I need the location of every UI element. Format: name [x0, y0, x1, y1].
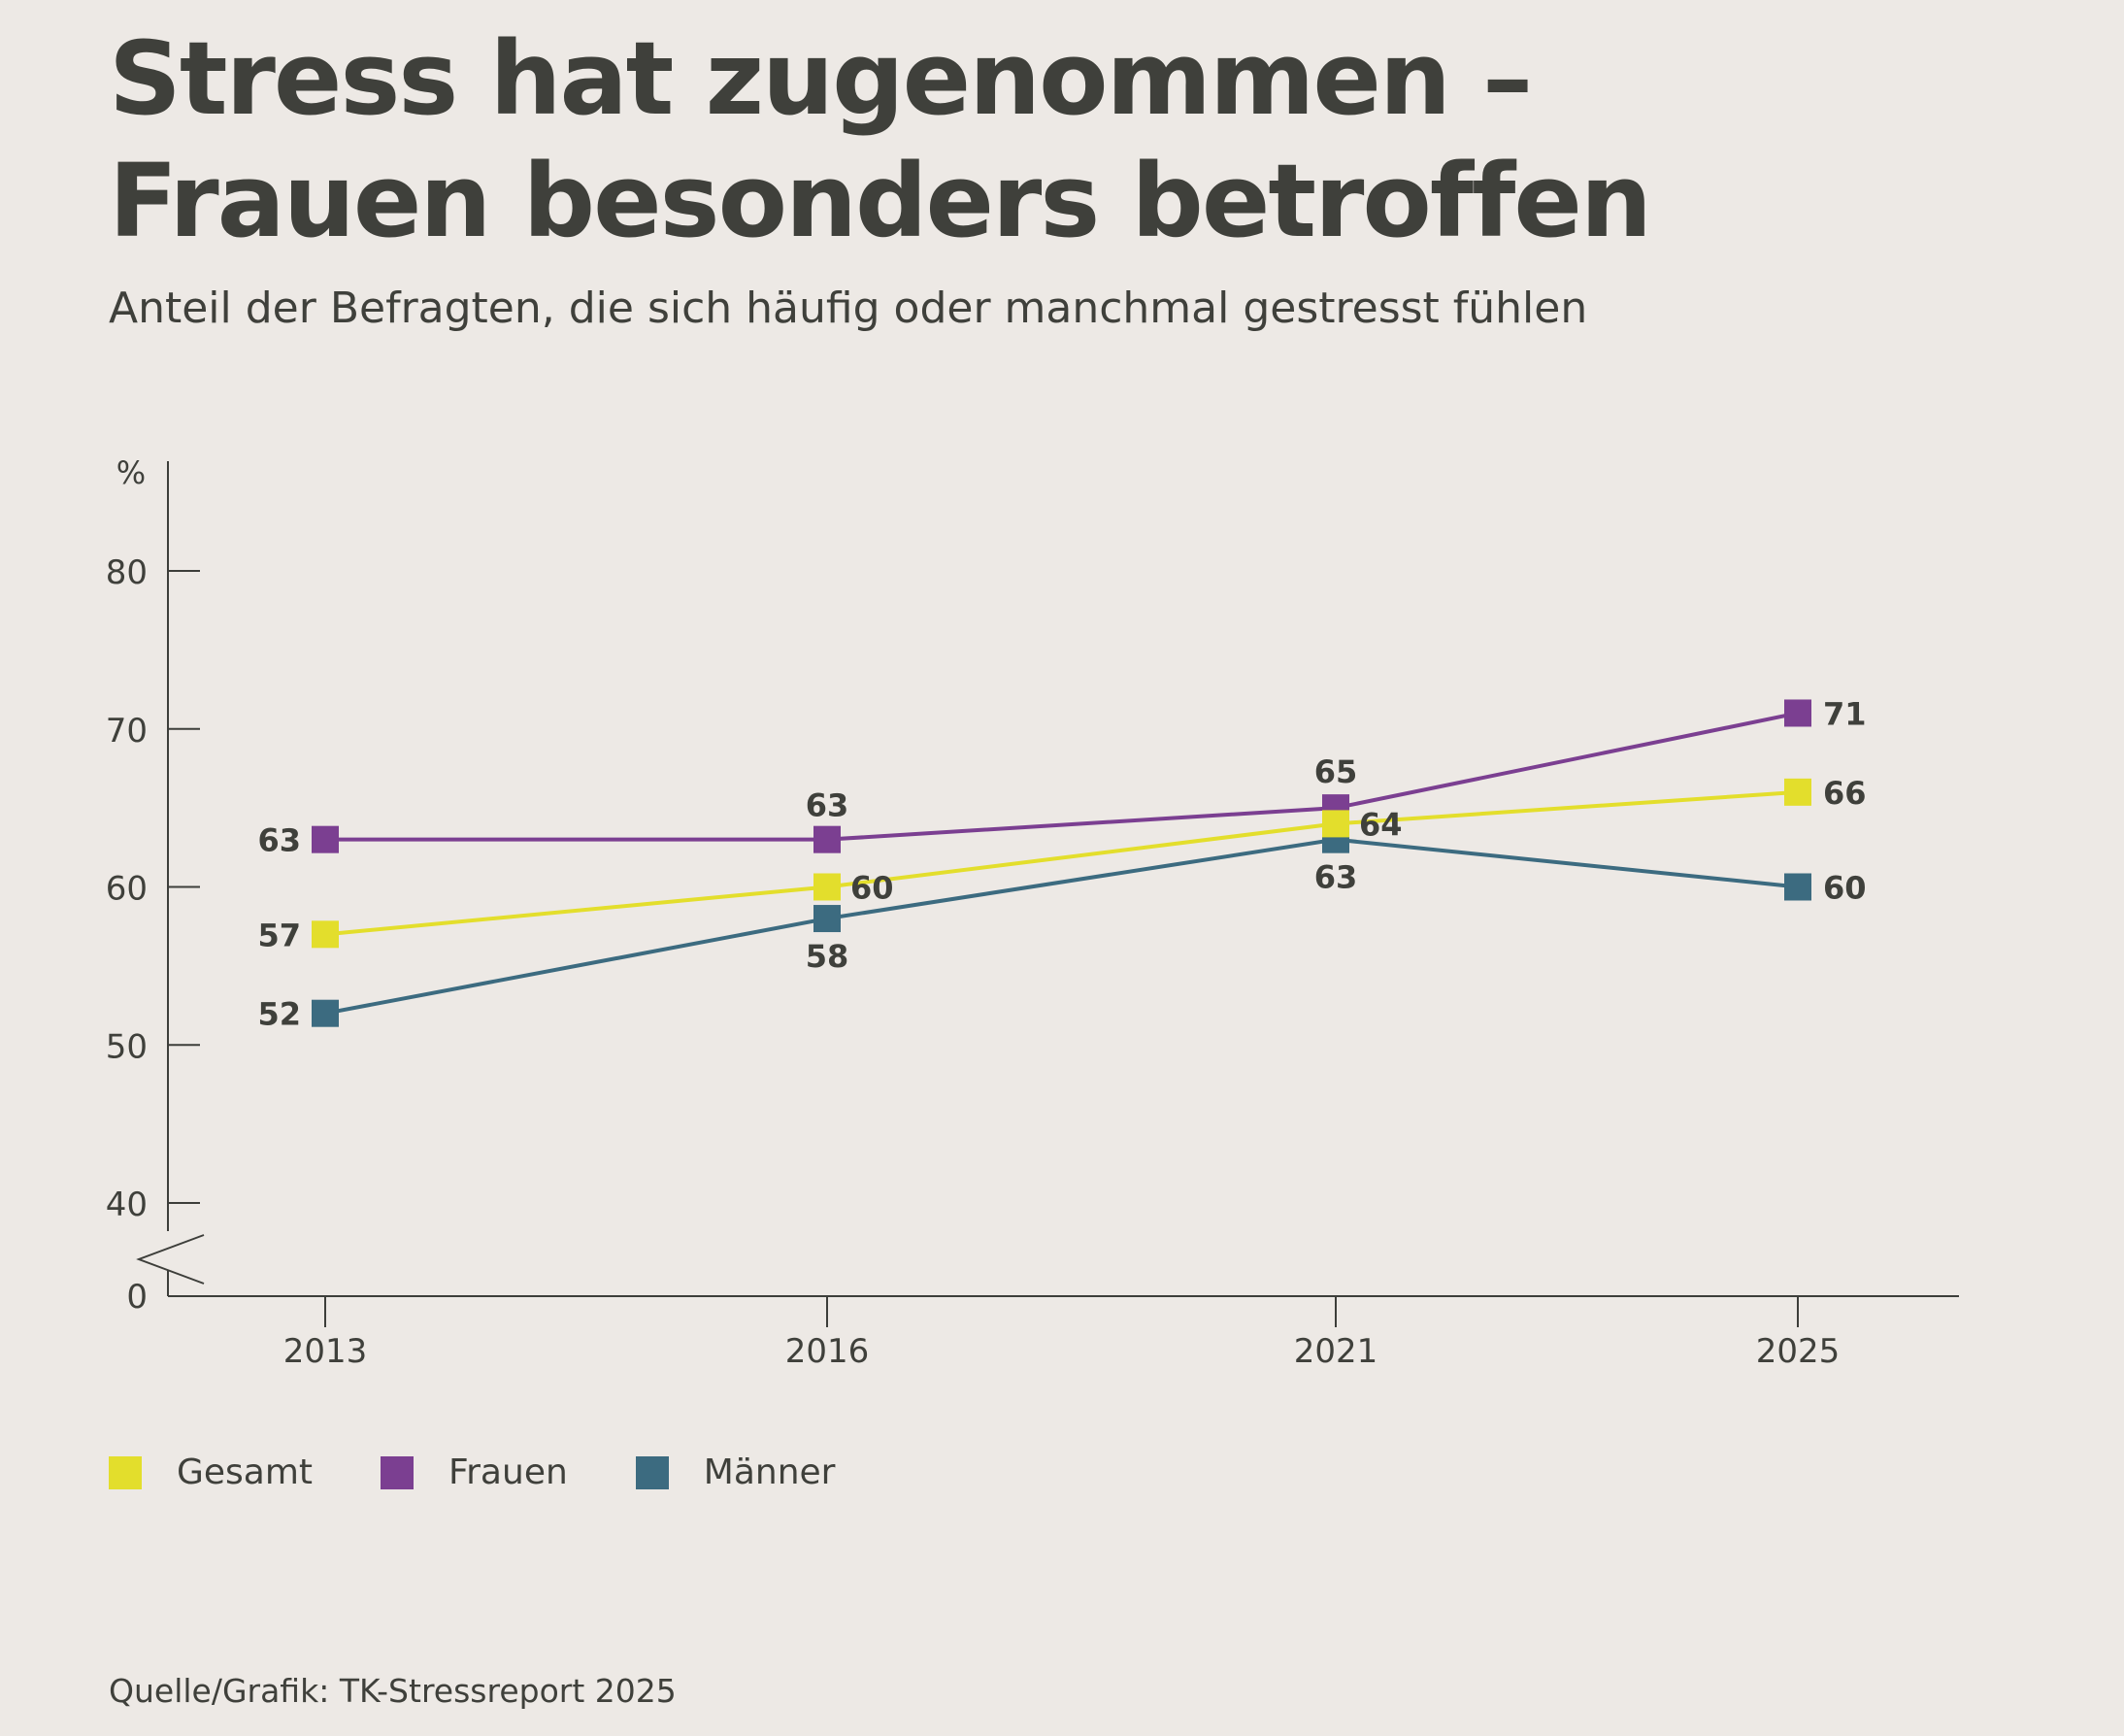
data-label-männer-2013: 52 [257, 996, 301, 1033]
source-note: Quelle/Grafik: TK-Stressreport 2025 [109, 1672, 677, 1710]
marker-gesamt-2025 [1784, 778, 1811, 806]
data-label-frauen-2025: 71 [1823, 695, 1867, 732]
marker-frauen-2013 [312, 825, 339, 853]
y-tick-label-zero: 0 [126, 1278, 148, 1317]
y-axis-break [136, 1234, 205, 1285]
y-tick-label-70: 70 [106, 712, 148, 751]
series-line-männer [324, 837, 1799, 1016]
marker-männer-2016 [813, 905, 841, 933]
legend-label-frauen: Frauen [448, 1452, 568, 1492]
marker-frauen-2016 [813, 825, 841, 853]
series-line-frauen [325, 711, 1799, 842]
data-label-frauen-2013: 63 [257, 822, 301, 859]
data-label-gesamt-2016: 60 [850, 870, 894, 907]
x-tick-label-2013: 2013 [283, 1332, 368, 1371]
x-tick-label-2021: 2021 [1294, 1332, 1378, 1371]
data-label-männer-2021: 63 [1314, 859, 1358, 896]
data-label-gesamt-2025: 66 [1823, 775, 1867, 812]
data-label-gesamt-2013: 57 [257, 917, 301, 953]
marker-männer-2025 [1784, 873, 1811, 901]
series-line-gesamt [324, 789, 1799, 937]
legend-item-gesamt: Gesamt [109, 1452, 313, 1492]
legend-item-maenner: Männer [635, 1452, 836, 1492]
marker-frauen-2025 [1784, 699, 1811, 727]
y-tick-label-80: 80 [106, 553, 148, 592]
data-label-gesamt-2021: 64 [1359, 806, 1403, 843]
marker-gesamt-2013 [312, 920, 339, 949]
chart-title-line-1: Stress hat zugenommen – [109, 19, 1533, 138]
legend-item-frauen: Frauen [381, 1452, 568, 1492]
legend-swatch-gesamt [109, 1455, 142, 1489]
y-axis-unit-label: % [116, 454, 146, 491]
marker-gesamt-2016 [813, 873, 841, 901]
data-label-frauen-2021: 65 [1314, 753, 1358, 790]
x-tick-label-2025: 2025 [1756, 1332, 1841, 1371]
x-tick-label-2016: 2016 [785, 1332, 870, 1371]
legend-swatch-maenner [635, 1455, 669, 1489]
legend-label-maenner: Männer [703, 1452, 836, 1492]
data-label-männer-2025: 60 [1823, 870, 1867, 907]
chart-title: Stress hat zugenommen – Frauen besonders… [109, 17, 1953, 262]
y-tick-label-50: 50 [106, 1027, 148, 1066]
legend-label-gesamt: Gesamt [177, 1452, 314, 1492]
legend-swatch-frauen [381, 1455, 415, 1489]
chart-subtitle: Anteil der Befragten, die sich häufig od… [109, 284, 1588, 333]
marker-gesamt-2021 [1322, 810, 1349, 838]
marker-männer-2013 [312, 999, 339, 1027]
data-label-männer-2016: 58 [806, 938, 849, 975]
y-tick-label-40: 40 [106, 1185, 148, 1224]
data-label-frauen-2016: 63 [806, 787, 849, 824]
y-tick-label-60: 60 [106, 870, 148, 909]
legend: Gesamt Frauen Männer [109, 1452, 903, 1492]
chart-title-line-2: Frauen besonders betroffen [109, 142, 1652, 260]
